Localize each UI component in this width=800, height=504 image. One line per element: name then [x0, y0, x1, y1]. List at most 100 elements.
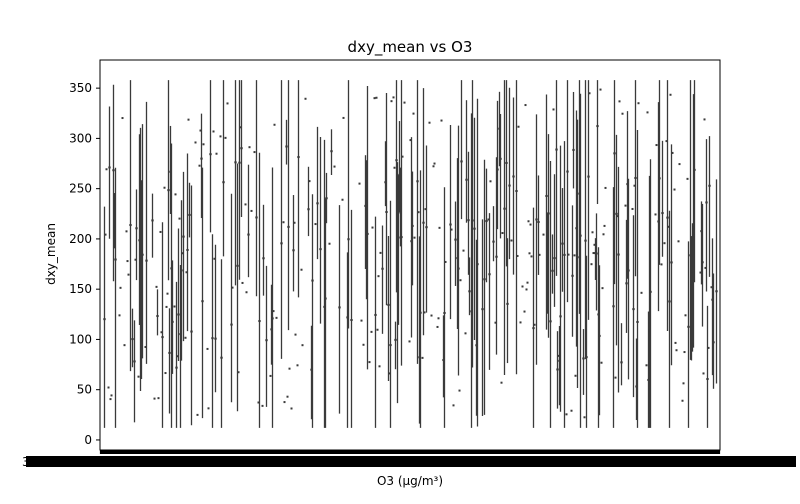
box-median: [230, 323, 233, 326]
box-point: [519, 321, 522, 324]
box-median: [547, 212, 550, 215]
box-point: [646, 111, 649, 114]
box-point: [376, 328, 379, 331]
box-median: [692, 226, 695, 229]
box-median: [179, 333, 182, 336]
box-point: [288, 367, 291, 370]
box-point: [424, 208, 427, 211]
box-median: [169, 170, 172, 173]
box-point: [618, 100, 621, 103]
box-point: [593, 243, 596, 246]
box-point: [557, 354, 560, 357]
box-point: [631, 207, 634, 210]
box-point: [178, 217, 181, 220]
box-median: [389, 344, 392, 347]
box-point: [187, 118, 190, 121]
box-median: [636, 320, 639, 323]
box-median: [186, 248, 189, 251]
box-median: [280, 242, 283, 245]
x-axis: 3: [22, 450, 796, 469]
box-point: [616, 215, 619, 218]
box-median: [576, 256, 579, 259]
box-point: [342, 116, 345, 119]
box-point: [529, 223, 532, 226]
box-point: [198, 164, 201, 167]
box-point: [121, 117, 124, 120]
box-point: [660, 263, 663, 266]
box-point: [654, 213, 657, 216]
box-median: [705, 201, 708, 204]
box-median: [236, 264, 239, 267]
box-median: [170, 267, 173, 270]
box-median: [139, 263, 142, 266]
box-median: [456, 257, 459, 260]
box-median: [200, 157, 203, 160]
box-median: [323, 305, 326, 308]
box-point: [244, 203, 247, 206]
box-point: [176, 355, 179, 358]
box-median: [475, 344, 478, 347]
box-median: [467, 219, 470, 222]
box-median: [690, 282, 693, 285]
box-median: [537, 221, 540, 224]
box-point: [109, 398, 112, 401]
box-median: [495, 255, 498, 258]
box-median: [384, 181, 387, 184]
box-point: [224, 136, 227, 139]
box-point: [378, 365, 381, 368]
box-point: [673, 188, 676, 191]
box-median: [473, 227, 476, 230]
box-median: [292, 249, 295, 252]
box-point: [665, 140, 668, 143]
box-point: [314, 223, 317, 226]
box-median: [558, 359, 561, 362]
box-point: [552, 108, 555, 111]
box-median: [396, 255, 399, 258]
box-point: [173, 305, 176, 308]
box-median: [503, 207, 506, 210]
box-point: [604, 186, 607, 189]
box-point: [294, 333, 297, 336]
box-median: [617, 253, 620, 256]
box-median: [400, 236, 403, 239]
box-point: [239, 126, 242, 129]
box-median: [410, 240, 413, 243]
box-median: [634, 176, 637, 179]
box-point: [527, 220, 530, 223]
box-point: [413, 236, 416, 239]
box-median: [175, 366, 178, 369]
box-point: [164, 372, 167, 375]
y-tick-label: 300: [69, 131, 92, 145]
box-point: [637, 102, 640, 105]
box-point: [588, 92, 591, 95]
box-median: [701, 261, 704, 264]
box-median: [211, 337, 214, 340]
box-point: [231, 286, 234, 289]
box-median: [584, 239, 587, 242]
box-median: [177, 313, 180, 316]
box-point: [290, 407, 293, 410]
box-point: [437, 317, 440, 320]
box-median: [626, 183, 629, 186]
box-point: [523, 310, 526, 313]
box-point: [196, 413, 199, 416]
box-point: [358, 182, 361, 185]
box-median: [365, 242, 368, 245]
box-point: [669, 93, 672, 96]
box-point: [245, 291, 248, 294]
box-point: [530, 255, 533, 258]
box-median: [399, 211, 402, 214]
box-point: [165, 305, 168, 308]
box-point: [440, 119, 443, 122]
box-median: [319, 248, 322, 251]
box-median: [346, 316, 349, 319]
box-point: [444, 260, 447, 263]
box-median: [443, 311, 446, 314]
box-median: [556, 368, 559, 371]
box-median: [712, 341, 715, 344]
box-point: [341, 198, 344, 201]
box-median: [220, 356, 223, 359]
box-median: [238, 161, 241, 164]
box-median: [135, 227, 138, 230]
box-point: [213, 257, 216, 260]
